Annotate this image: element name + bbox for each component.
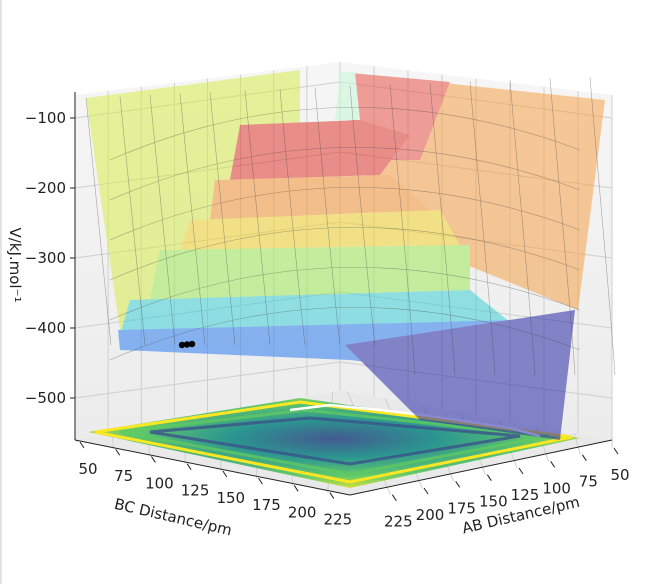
wire-meridian (549, 78, 576, 376)
wire-meridian (314, 87, 341, 346)
bc-tick-label: 175 (252, 496, 281, 514)
wire-meridian (469, 81, 496, 376)
bc-tick-label: 100 (145, 474, 174, 492)
y-axis-line (74, 439, 351, 496)
wire-meridian (279, 88, 306, 346)
wire-parallel (109, 307, 581, 361)
wire-meridian (589, 76, 616, 376)
surface-ridge-green (150, 245, 470, 300)
wire-meridian (349, 85, 376, 346)
bc-tick-mark (150, 456, 156, 463)
trajectory-point (178, 341, 186, 349)
ab-tick-label: 175 (447, 499, 476, 517)
x-axis-line (349, 439, 613, 496)
ab-tick-mark (423, 487, 429, 495)
bc-tick-mark (258, 477, 263, 485)
ab-tick-label: 50 (610, 466, 629, 484)
surface-peak (335, 72, 360, 120)
ab-tick-label: 225 (384, 513, 413, 531)
ab-tick-mark (391, 494, 397, 501)
wire-meridian (85, 97, 112, 346)
ab-tick-label: 150 (479, 493, 508, 511)
surface-deep-well (345, 310, 575, 440)
bc-tick-label: 150 (216, 489, 245, 507)
ab-gridline (573, 432, 581, 455)
z-tick-label: −500 (25, 389, 66, 407)
wire-parallel (109, 107, 581, 161)
bc-tick-label: 200 (288, 503, 317, 521)
wire-meridian (389, 84, 416, 376)
ab-tick-mark (613, 447, 619, 455)
bc-tick-mark (115, 448, 121, 456)
bc-tick-mark (293, 485, 299, 492)
bc-tick-mark (79, 441, 85, 449)
surface-ridge-orange (210, 175, 430, 220)
surface-wireframe (85, 76, 616, 376)
wire-parallel (109, 187, 581, 241)
contour-outer-ring (94, 400, 573, 484)
contour-inner-ring (149, 416, 521, 466)
bc-tick-label: 125 (181, 482, 210, 500)
ab-tick-mark (455, 481, 461, 488)
surface-ridge-yellow (180, 210, 460, 250)
z-tick-label: −300 (25, 249, 66, 267)
wire-parallel (109, 227, 581, 281)
trajectory-point (183, 341, 191, 348)
bc-tick-mark (186, 463, 192, 470)
ab-tick-label: 75 (579, 473, 598, 491)
bc-tick-label: 225 (324, 511, 353, 529)
wire-meridian (429, 82, 456, 376)
surface-ridge-red (230, 120, 410, 180)
axes-lines (74, 92, 613, 496)
z-tick-label: −200 (25, 179, 66, 197)
trajectory-points (178, 340, 196, 349)
wire-meridian (509, 79, 536, 376)
bc-tick-label: 75 (114, 467, 133, 485)
ab-tick-label: 200 (416, 506, 445, 524)
bc-tick-mark (222, 470, 228, 478)
trajectory-point (188, 340, 196, 348)
ab-tick-label: 100 (542, 479, 571, 497)
bc-tick-label: 50 (78, 460, 97, 478)
z-axis-title: V/kJ.mol⁻¹ (6, 227, 24, 302)
z-tick-label: −100 (25, 109, 66, 127)
ab-tick-label: 125 (511, 486, 540, 504)
z-tick-label: −400 (25, 319, 66, 337)
energy-surface (86, 70, 605, 440)
wire-parallel (109, 147, 581, 201)
ab-tick-mark (518, 467, 524, 475)
figure-frame-edge (0, 0, 2, 584)
bc-tick-mark (329, 492, 335, 499)
ab-tick-mark (550, 461, 556, 468)
ab-tick-mark (486, 474, 492, 481)
ab-tick-mark (581, 454, 587, 461)
wire-parallel (109, 267, 581, 321)
